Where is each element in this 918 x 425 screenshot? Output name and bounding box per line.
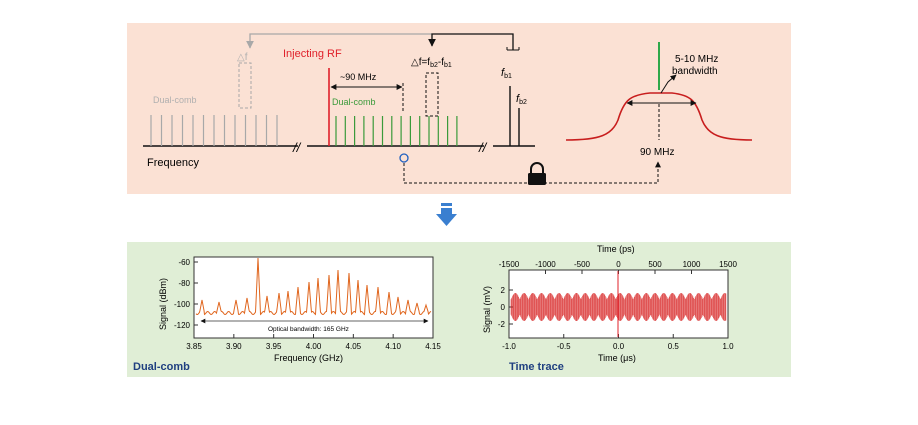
spectrum-ylabel: Signal (dBm) <box>158 278 168 330</box>
time-ytick-label: 2 <box>501 286 506 295</box>
delta-f-bracket <box>425 72 439 117</box>
spectrum-xtick-label: 4.10 <box>385 342 401 351</box>
frequency-label: Frequency <box>147 157 199 169</box>
time-top-tick-label: -1000 <box>535 260 556 269</box>
axis-break-2: // <box>478 140 488 155</box>
spectrum-xtick-label: 4.05 <box>346 342 362 351</box>
time-xtick-label: 0.0 <box>613 342 625 351</box>
time-top-tick-label: -500 <box>574 260 591 269</box>
feedback-loop <box>428 33 514 50</box>
gray-feedback-path <box>246 33 432 49</box>
spectrum-xtick-label: 4.00 <box>306 342 322 351</box>
injecting-rf-label: Injecting RF <box>283 48 342 60</box>
time-ytick-label: 0 <box>501 303 506 312</box>
time-xtick-label: 1.0 <box>722 342 734 351</box>
spectrum-ytick-label: -120 <box>174 321 191 330</box>
time-top-tick-label: 500 <box>648 260 662 269</box>
gray-delta-f-label: △f <box>237 52 248 63</box>
time-ticks: -1500 -1000 -500 0 500 1000 1500 2 0 -2 -1.0 -0.5 0.… <box>498 260 738 351</box>
spectrum-trace <box>195 257 432 316</box>
spectrum-xlabel: Frequency (GHz) <box>274 353 343 363</box>
fb2-label: fb2 <box>516 93 527 106</box>
spectrum-caption: Dual-comb <box>133 361 190 373</box>
green-comb-lines <box>335 116 458 146</box>
time-xtick-label: 0.5 <box>668 342 680 351</box>
lock-icon <box>528 162 546 185</box>
time-top-tick-label: 1500 <box>719 260 737 269</box>
fb1-bracket <box>506 47 520 51</box>
gray-comb-lines <box>150 115 278 146</box>
time-top-tick-label: 0 <box>616 260 621 269</box>
time-top-axis-label: Time (ps) <box>597 244 635 254</box>
time-xtick-label: -0.5 <box>557 342 571 351</box>
gray-dual-comb-label: Dual-comb <box>153 95 197 105</box>
axis-break-1: // <box>292 140 302 155</box>
top-panel <box>127 23 791 194</box>
spectrum-xtick-label: 4.15 <box>425 342 441 351</box>
spectrum-xtick-label: 3.95 <box>266 342 282 351</box>
filter-90mhz-label: 90 MHz <box>640 147 674 158</box>
bandwidth-pointer <box>660 74 677 94</box>
down-arrow-icon <box>436 203 457 226</box>
time-ylabel: Signal (mV) <box>482 286 492 333</box>
bandwidth-label-2: bandwidth <box>672 66 718 77</box>
bandwidth-label-1: 5-10 MHz <box>675 54 718 65</box>
spectrum-ytick-label: -100 <box>174 300 191 309</box>
spectrum-ticks: -60 -80 -100 -120 3.85 3.90 3.95 4.00 4.05 4.10 4.… <box>174 258 441 351</box>
gray-delta-f-bracket <box>238 62 252 109</box>
delta-f-equation: △f=fb2-fb1 <box>411 57 452 69</box>
spectrum-plot-frame <box>193 256 434 339</box>
fb1-label: fb1 <box>501 67 512 80</box>
time-xtick-label: -1.0 <box>502 342 516 351</box>
spectrum-xtick-label: 3.85 <box>186 342 202 351</box>
time-top-tick-label: -1500 <box>499 260 520 269</box>
lock-point <box>399 153 409 163</box>
optical-bandwidth-label: Optical bandwidth: 165 GHz <box>268 326 349 333</box>
green-dual-comb-label: Dual-comb <box>332 97 376 107</box>
time-caption: Time trace <box>509 361 564 373</box>
spectrum-ytick-label: -80 <box>178 279 190 288</box>
time-top-tick-label: 1000 <box>683 260 701 269</box>
time-ytick-label: -2 <box>498 320 506 329</box>
spacing-label: ~90 MHz <box>340 72 377 82</box>
time-xlabel: Time (μs) <box>598 353 636 363</box>
spectrum-xtick-label: 3.90 <box>226 342 242 351</box>
time-trace <box>510 271 727 337</box>
spectrum-ytick-label: -60 <box>178 258 190 267</box>
